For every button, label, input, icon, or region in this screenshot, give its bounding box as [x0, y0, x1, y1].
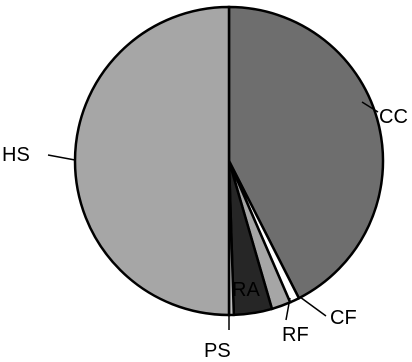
pie-slice-hs [73, 5, 231, 317]
leader-line-rf [285, 297, 291, 321]
slice-label-ra: RA [232, 279, 260, 301]
slice-label-cf: CF [330, 307, 357, 329]
pie-slice-cc [227, 5, 385, 300]
leader-line-cf [299, 296, 327, 317]
leader-lines [47, 101, 379, 330]
slice-label-rf: RF [282, 324, 309, 346]
slice-label-hs: HS [2, 144, 30, 166]
pie-slices [73, 5, 385, 317]
slice-label-cc: CC [379, 106, 408, 128]
slice-label-ps: PS [204, 340, 231, 362]
leader-line-hs [47, 154, 76, 161]
leader-line-cc [361, 101, 379, 113]
